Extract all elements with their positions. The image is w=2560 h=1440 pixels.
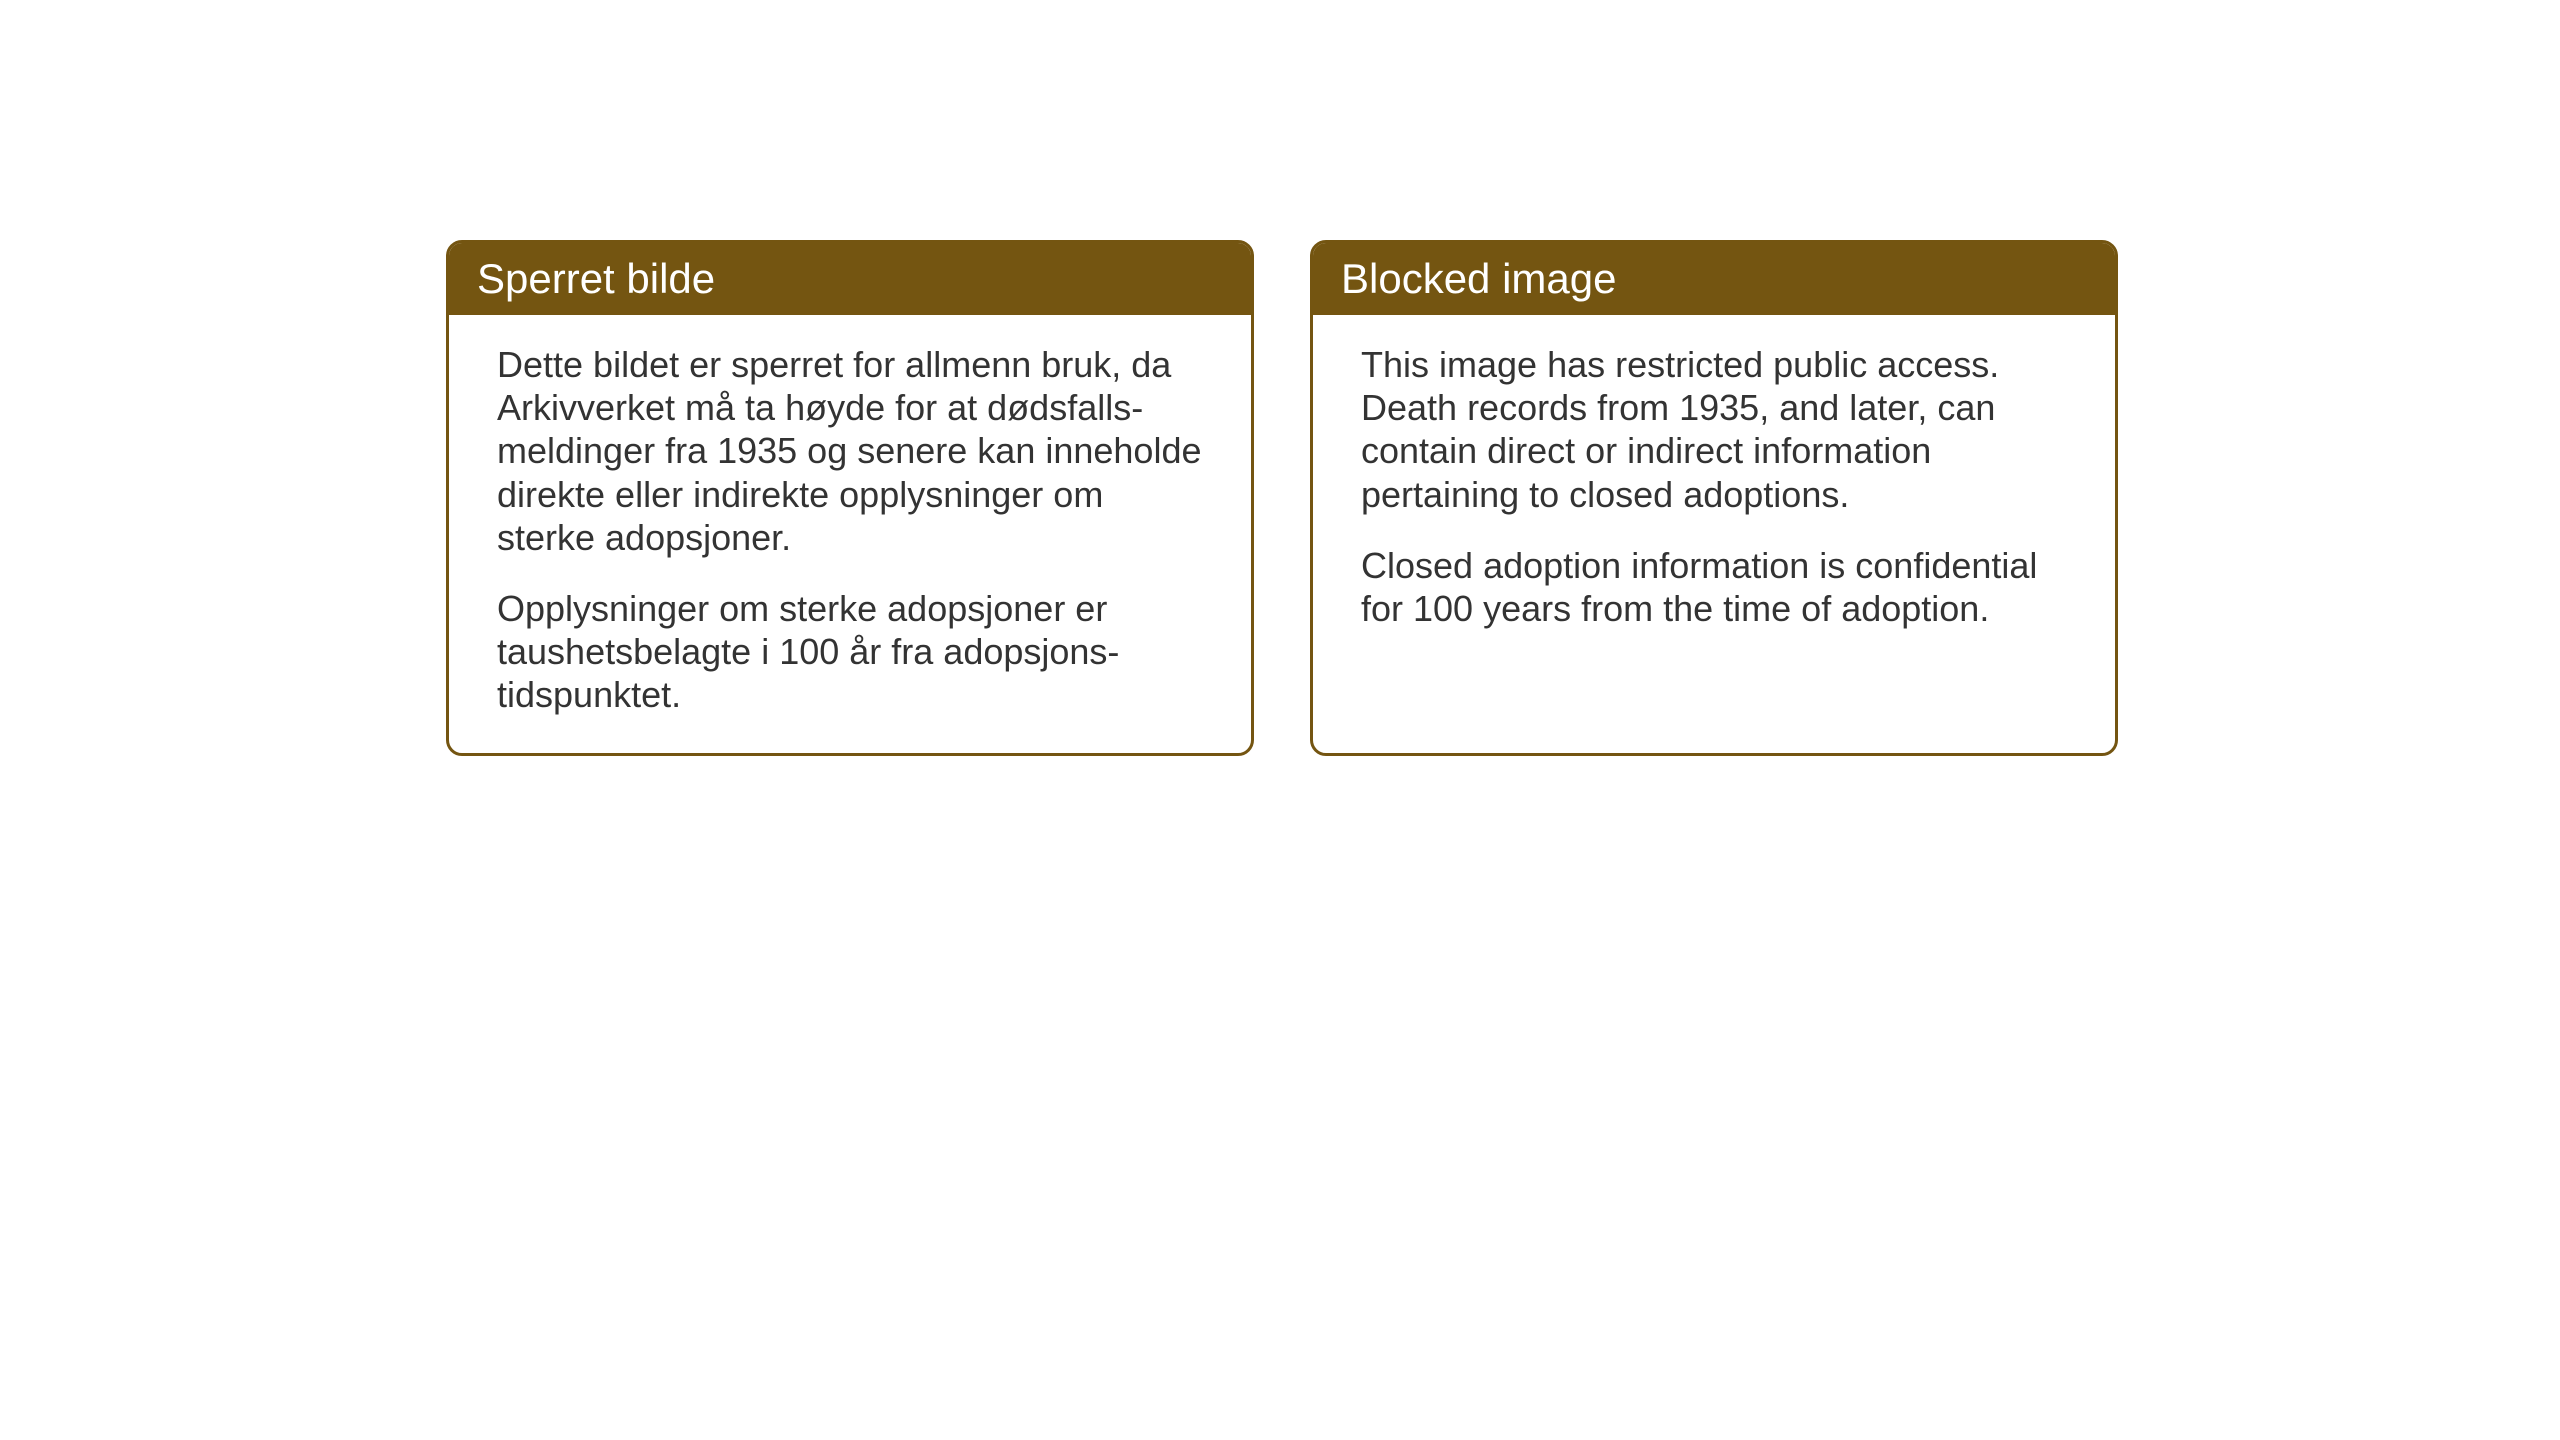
notice-card-norwegian: Sperret bilde Dette bildet er sperret fo… [446,240,1254,756]
paragraph-1-norwegian: Dette bildet er sperret for allmenn bruk… [497,343,1203,559]
paragraph-2-norwegian: Opplysninger om sterke adopsjoner er tau… [497,587,1203,717]
card-body-english: This image has restricted public access.… [1313,315,2115,735]
card-header-norwegian: Sperret bilde [449,243,1251,315]
card-header-english: Blocked image [1313,243,2115,315]
paragraph-2-english: Closed adoption information is confident… [1361,544,2067,630]
notice-container: Sperret bilde Dette bildet er sperret fo… [446,240,2118,756]
card-body-norwegian: Dette bildet er sperret for allmenn bruk… [449,315,1251,753]
notice-card-english: Blocked image This image has restricted … [1310,240,2118,756]
paragraph-1-english: This image has restricted public access.… [1361,343,2067,516]
